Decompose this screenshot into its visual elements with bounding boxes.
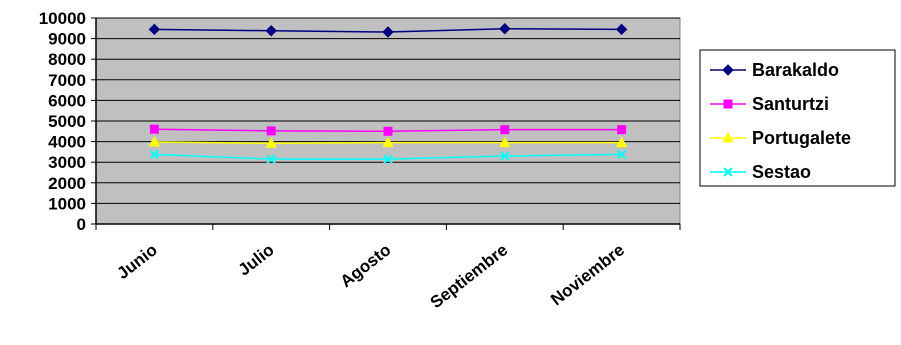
legend-label-santurtzi: Santurtzi [752, 94, 829, 114]
data-point-santurtzi [149, 124, 159, 134]
data-point-portugalete [148, 135, 161, 147]
data-point-sestao [383, 154, 393, 164]
data-point-barakaldo [382, 26, 394, 38]
axes [91, 17, 681, 230]
data-point-portugalete [265, 137, 278, 148]
legend-label-sestao: Sestao [752, 162, 811, 182]
x-tick-label: Agosto [337, 240, 395, 291]
y-tick-label: 8000 [48, 50, 86, 69]
data-point-barakaldo [615, 23, 628, 36]
series-lines [148, 23, 628, 164]
legend-box [699, 49, 896, 187]
data-point-santurtzi [500, 125, 510, 135]
data-point-santurtzi [617, 125, 627, 135]
y-tick-label: 10000 [39, 9, 86, 28]
legend-label-barakaldo: Barakaldo [752, 60, 839, 80]
x-tick-label: Junio [113, 240, 160, 283]
x-tick-label: Noviembre [547, 240, 628, 309]
legend-marker-portugalete [722, 131, 734, 143]
y-tick-label: 7000 [48, 71, 86, 90]
data-point-barakaldo [265, 25, 277, 37]
data-point-sestao [616, 149, 627, 160]
x-tick-label: Septiembre [427, 240, 512, 312]
legend: Barakaldo Santurtzi Portugalete Sestao [699, 49, 896, 187]
legend-marker-sestao [723, 167, 733, 177]
data-point-santurtzi [383, 126, 393, 136]
y-tick-label: 2000 [48, 174, 86, 193]
y-tick-label: 4000 [48, 133, 86, 152]
data-point-barakaldo [148, 23, 161, 36]
data-point-barakaldo [499, 23, 511, 35]
y-tick-label: 5000 [48, 112, 86, 131]
data-point-santurtzi [266, 126, 276, 136]
legend-marker-santurtzi [723, 99, 733, 109]
y-tick-label: 1000 [48, 194, 86, 213]
y-tick-label: 9000 [48, 30, 86, 49]
y-tick-label: 0 [77, 215, 86, 234]
y-tick-label: 3000 [48, 153, 86, 172]
legend-marker-barakaldo [722, 64, 734, 76]
data-point-sestao [500, 151, 510, 161]
data-point-sestao [266, 154, 276, 164]
gridlines [96, 17, 680, 204]
data-point-portugalete [498, 136, 511, 148]
data-point-portugalete [615, 136, 628, 148]
data-point-portugalete [382, 136, 394, 148]
y-tick-label: 6000 [48, 91, 86, 110]
data-point-sestao [149, 149, 160, 160]
legend-label-portugalete: Portugalete [752, 128, 851, 148]
x-tick-label: Julio [235, 240, 278, 279]
x-axis-tick-labels: Junio Julio Agosto Septiembre Noviembre [113, 240, 628, 312]
